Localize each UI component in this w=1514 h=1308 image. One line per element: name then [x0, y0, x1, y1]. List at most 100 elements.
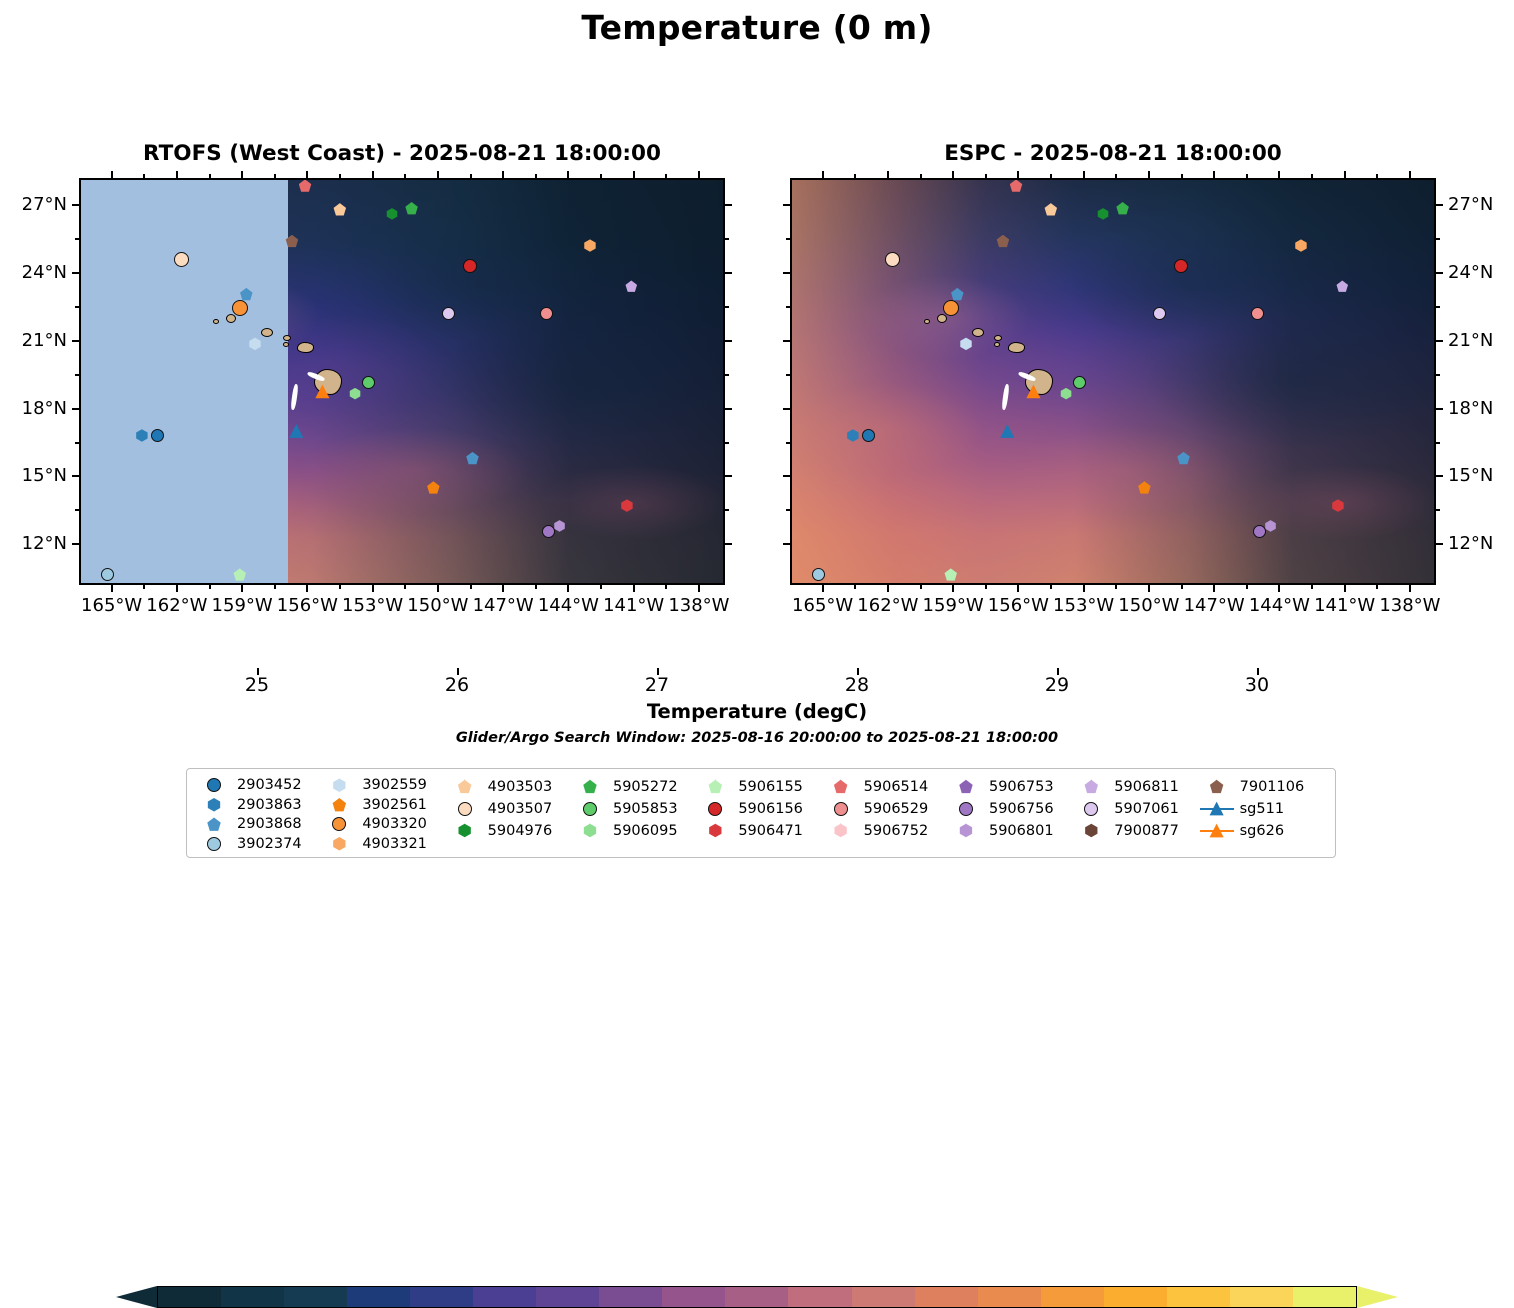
legend-symbol-2903452: [207, 778, 221, 793]
map-marker-3902561[interactable]: [427, 481, 440, 494]
map-marker-5906756[interactable]: [542, 525, 556, 539]
legend-item-sg626[interactable]: sg626: [1199, 820, 1325, 841]
legend-item-5906471[interactable]: 5906471: [698, 820, 823, 841]
legend-item-5906756[interactable]: 5906756: [949, 798, 1074, 819]
map-marker-5906471[interactable]: [1332, 499, 1344, 512]
legend-item-5905272[interactable]: 5905272: [573, 776, 698, 797]
legend-item-2903863[interactable]: 2903863: [197, 796, 322, 815]
map-marker-2903868[interactable]: [240, 287, 253, 301]
map-marker-2903863[interactable]: [136, 429, 148, 442]
xtick-minor: [1311, 174, 1314, 178]
map-marker-5907061[interactable]: [442, 306, 456, 320]
map-marker-5905272[interactable]: [1116, 202, 1129, 215]
map-marker-5906514[interactable]: [1009, 180, 1023, 192]
map-marker-5906095[interactable]: [1060, 387, 1072, 400]
map-marker-4903321[interactable]: [1295, 239, 1307, 252]
map-marker-2903452[interactable]: [150, 429, 164, 442]
map-marker-3902374[interactable]: [100, 568, 114, 582]
map-marker-5904976[interactable]: [1097, 208, 1109, 220]
map-marker-5906811[interactable]: [1336, 280, 1349, 292]
map-marker-5905853[interactable]: [361, 375, 375, 389]
map-marker-7901106[interactable]: [285, 234, 299, 248]
map-marker-2903868b[interactable]: [1177, 451, 1190, 465]
xtick-minor: [404, 174, 407, 178]
legend-item-3902561[interactable]: 3902561: [322, 796, 447, 815]
map-marker-5907061[interactable]: [1153, 306, 1167, 320]
legend-item-5906752[interactable]: 5906752: [824, 820, 949, 841]
legend-item-5906801[interactable]: 5906801: [949, 820, 1074, 841]
legend[interactable]: 2903452 2903863 2903868 3902374 3902559 39025…: [186, 768, 1336, 858]
map-marker-4903507[interactable]: [173, 251, 189, 267]
legend-item-4903503[interactable]: 4903503: [448, 776, 573, 797]
map-marker-5906155[interactable]: [233, 568, 247, 581]
legend-item-4903507[interactable]: 4903507: [448, 798, 573, 819]
legend-item-7900877[interactable]: 7900877: [1074, 820, 1199, 841]
map-marker-5906156[interactable]: [463, 258, 478, 273]
map-marker-4903321[interactable]: [584, 239, 596, 252]
legend-item-5906811[interactable]: 5906811: [1074, 776, 1199, 797]
colorbar[interactable]: [157, 1286, 1357, 1308]
legend-item-5907061[interactable]: 5907061: [1074, 798, 1199, 819]
legend-item-5905853[interactable]: 5905853: [573, 798, 698, 819]
map-marker-2903452[interactable]: [861, 429, 875, 442]
legend-symbol-4903321: [333, 837, 346, 851]
map-marker-5904976[interactable]: [386, 208, 398, 220]
map-marker-5906095[interactable]: [349, 387, 361, 400]
map-marker-5905272[interactable]: [405, 202, 418, 215]
map-marker-7901106[interactable]: [996, 234, 1010, 248]
island-lanai: [994, 341, 1001, 347]
legend-marker-5905272: [573, 778, 607, 796]
map-marker-5906811[interactable]: [625, 280, 638, 292]
map-marker-4903507[interactable]: [884, 251, 900, 267]
map-marker-4903320[interactable]: [942, 299, 959, 316]
xtick-major: [886, 171, 889, 178]
ytick-major: [783, 407, 790, 410]
xtick-minor: [469, 585, 472, 589]
map-marker-5906514[interactable]: [298, 180, 312, 192]
legend-item-3902559[interactable]: 3902559: [322, 776, 447, 795]
map-marker-4903503[interactable]: [1044, 203, 1058, 216]
legend-symbol-3902559: [333, 778, 346, 792]
map-marker-3902561[interactable]: [1138, 481, 1151, 494]
missing-data-region: [81, 180, 288, 583]
legend-item-5906156[interactable]: 5906156: [698, 798, 823, 819]
ytick-major: [1436, 543, 1443, 546]
xtick-label: 147°W: [1183, 595, 1245, 616]
legend-item-5906753[interactable]: 5906753: [949, 776, 1074, 797]
island-kauai: [226, 314, 237, 324]
map-marker-2903868b[interactable]: [466, 451, 479, 465]
map-marker-2903868[interactable]: [951, 287, 964, 301]
map-marker-4903320[interactable]: [231, 299, 248, 316]
map-marker-2903863[interactable]: [847, 429, 859, 442]
map-marker-3902559[interactable]: [249, 337, 261, 351]
legend-item-sg511[interactable]: sg511: [1199, 798, 1325, 819]
map-marker-5906155[interactable]: [944, 568, 958, 581]
xtick-minor: [665, 585, 668, 589]
legend-item-4903321[interactable]: 4903321: [322, 835, 447, 854]
map-marker-5906756[interactable]: [1253, 525, 1267, 539]
legend-item-4903320[interactable]: 4903320: [322, 815, 447, 834]
legend-item-5906529[interactable]: 5906529: [824, 798, 949, 819]
map-marker-3902559[interactable]: [960, 337, 972, 351]
xtick-label: 150°W: [407, 595, 469, 616]
legend-item-5904976[interactable]: 5904976: [448, 820, 573, 841]
xtick-minor: [1311, 585, 1314, 589]
map-marker-5906529[interactable]: [539, 306, 553, 320]
map-marker-5906156[interactable]: [1174, 258, 1189, 273]
legend-item-3902374[interactable]: 3902374: [197, 835, 322, 854]
legend-item-2903452[interactable]: 2903452: [197, 776, 322, 795]
map-panel-rtofs[interactable]: [79, 178, 725, 585]
map-marker-5906529[interactable]: [1250, 306, 1264, 320]
map-marker-5906471[interactable]: [621, 499, 633, 512]
map-marker-5905853[interactable]: [1072, 375, 1086, 389]
legend-item-5906514[interactable]: 5906514: [824, 776, 949, 797]
map-marker-5906801[interactable]: [1265, 520, 1276, 532]
map-marker-5906801[interactable]: [554, 520, 565, 532]
map-marker-3902374[interactable]: [811, 568, 825, 582]
legend-item-7901106[interactable]: 7901106: [1200, 776, 1325, 797]
map-panel-espc[interactable]: [790, 178, 1436, 585]
legend-item-5906095[interactable]: 5906095: [573, 820, 698, 841]
legend-item-2903868[interactable]: 2903868: [197, 815, 322, 834]
map-marker-4903503[interactable]: [333, 203, 347, 216]
legend-item-5906155[interactable]: 5906155: [698, 776, 823, 797]
